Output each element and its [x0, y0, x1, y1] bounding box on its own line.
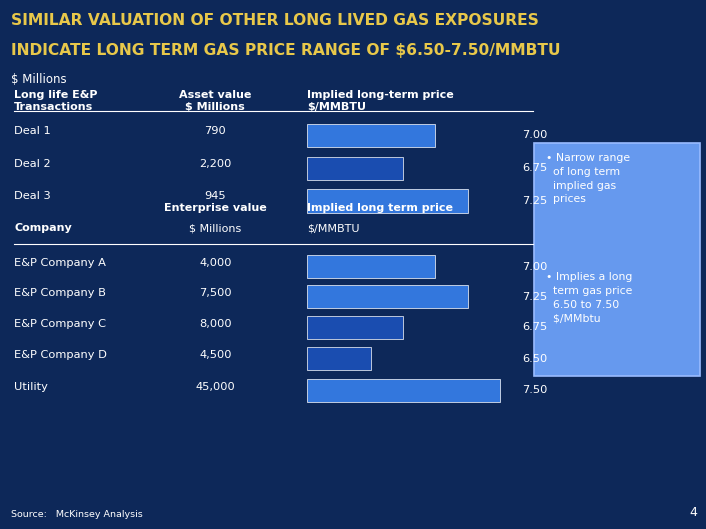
Text: Enterprise value: Enterprise value — [164, 203, 267, 213]
Text: 4,000: 4,000 — [199, 258, 232, 268]
Text: 790: 790 — [205, 126, 226, 136]
Text: Company: Company — [14, 223, 72, 233]
Text: E&P Company B: E&P Company B — [14, 288, 106, 298]
Bar — [307, 124, 436, 147]
Bar — [307, 189, 467, 213]
Bar — [307, 285, 467, 308]
Text: 6.75: 6.75 — [522, 163, 548, 173]
Text: 7.00: 7.00 — [522, 262, 548, 271]
Text: 7.25: 7.25 — [522, 292, 548, 302]
Bar — [307, 347, 371, 370]
Text: 7.25: 7.25 — [522, 196, 548, 206]
Text: Deal 3: Deal 3 — [14, 191, 51, 202]
Text: 945: 945 — [205, 191, 226, 202]
Text: Asset value
$ Millions: Asset value $ Millions — [179, 90, 251, 112]
Bar — [307, 255, 436, 278]
Text: 45,000: 45,000 — [196, 382, 235, 392]
Text: Deal 1: Deal 1 — [14, 126, 51, 136]
Text: SIMILAR VALUATION OF OTHER LONG LIVED GAS EXPOSURES: SIMILAR VALUATION OF OTHER LONG LIVED GA… — [11, 13, 539, 28]
Text: 8,000: 8,000 — [199, 319, 232, 329]
Text: $ Millions: $ Millions — [189, 223, 241, 233]
Text: E&P Company C: E&P Company C — [14, 319, 106, 329]
Text: INDICATE LONG TERM GAS PRICE RANGE OF $6.50-7.50/MMBTU: INDICATE LONG TERM GAS PRICE RANGE OF $6… — [11, 43, 560, 58]
Text: 7,500: 7,500 — [199, 288, 232, 298]
Text: 4,500: 4,500 — [199, 350, 232, 360]
Text: • Narrow range
  of long term
  implied gas
  prices: • Narrow range of long term implied gas … — [546, 153, 630, 204]
Text: Utility: Utility — [14, 382, 48, 392]
Text: Implied long-term price
$/MMBTU: Implied long-term price $/MMBTU — [307, 90, 454, 112]
Text: Deal 2: Deal 2 — [14, 159, 51, 169]
Text: $/MMBTU: $/MMBTU — [307, 223, 359, 233]
Text: E&P Company A: E&P Company A — [14, 258, 106, 268]
Text: 6.75: 6.75 — [522, 323, 548, 332]
Text: $ Millions: $ Millions — [11, 73, 66, 86]
Bar — [307, 379, 500, 402]
Text: Source:   McKinsey Analysis: Source: McKinsey Analysis — [11, 510, 143, 519]
Text: Long life E&P
Transactions: Long life E&P Transactions — [14, 90, 97, 112]
Text: Implied long term price: Implied long term price — [307, 203, 453, 213]
Text: 2,200: 2,200 — [199, 159, 232, 169]
Text: 6.50: 6.50 — [522, 354, 548, 363]
Text: 7.00: 7.00 — [522, 131, 548, 140]
Text: E&P Company D: E&P Company D — [14, 350, 107, 360]
Text: 4: 4 — [690, 506, 698, 519]
Text: 7.50: 7.50 — [522, 386, 548, 395]
Bar — [307, 157, 403, 180]
Text: • Implies a long
  term gas price
  6.50 to 7.50
  $/MMbtu: • Implies a long term gas price 6.50 to … — [546, 272, 633, 323]
FancyBboxPatch shape — [534, 143, 700, 376]
Bar — [307, 316, 403, 339]
